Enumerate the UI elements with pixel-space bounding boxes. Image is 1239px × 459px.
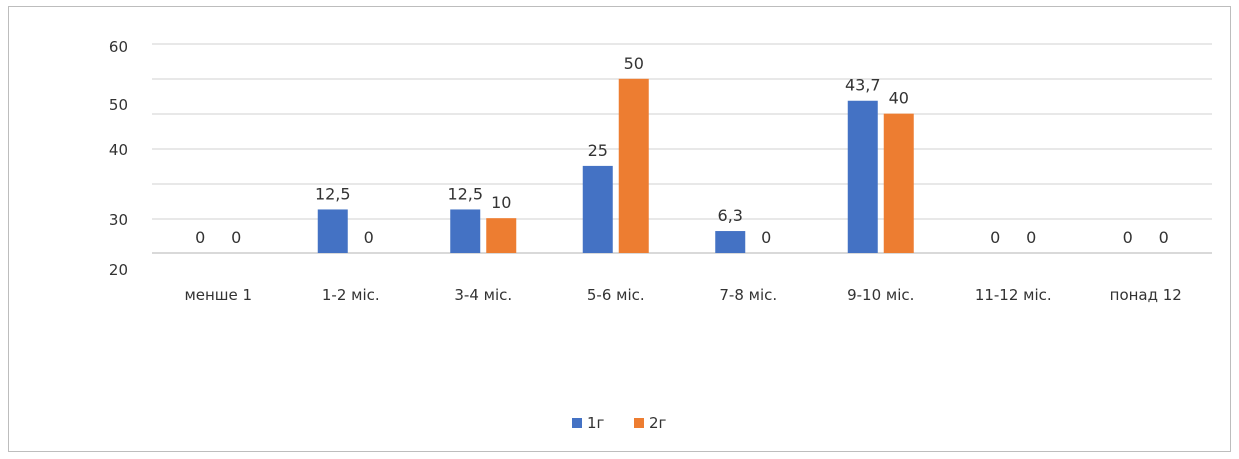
x-category-label: 5-6 міс. xyxy=(587,286,645,304)
data-label: 0 xyxy=(1159,228,1169,247)
x-category-label: 3-4 міс. xyxy=(454,286,512,304)
x-category-label: менше 1 xyxy=(184,286,252,304)
data-label: 0 xyxy=(761,228,771,247)
data-label: 43,7 xyxy=(845,76,881,95)
bar-series-2 xyxy=(618,78,649,253)
bar-series-1 xyxy=(450,209,481,253)
data-label: 0 xyxy=(1026,228,1036,247)
legend: 1г 2г xyxy=(572,414,667,432)
legend-label: 2г xyxy=(649,414,667,432)
data-label: 50 xyxy=(624,54,644,73)
y-tick-label: 50 xyxy=(109,96,128,114)
x-category-label: понад 12 xyxy=(1110,286,1182,304)
data-label: 6,3 xyxy=(718,206,743,225)
x-category-label: 9-10 міс. xyxy=(847,286,914,304)
data-label: 0 xyxy=(990,228,1000,247)
legend-label: 1г xyxy=(587,414,605,432)
y-tick-label: 40 xyxy=(109,141,128,159)
bar-series-2 xyxy=(486,218,517,253)
y-tick-label: 60 xyxy=(109,38,128,56)
legend-swatch xyxy=(634,418,644,428)
x-category-label: 7-8 міс. xyxy=(719,286,777,304)
data-label: 12,5 xyxy=(315,184,351,203)
bar-series-1 xyxy=(715,231,746,253)
legend-swatch xyxy=(572,418,582,428)
x-category-label: 11-12 міс. xyxy=(975,286,1052,304)
bars xyxy=(317,78,914,253)
data-labels: 0 0 12,5 0 12,5 10 25 50 6,3 0 43,7 40 0 0 0 0 xyxy=(195,54,1169,247)
y-axis-ticks: 20 30 40 50 60 xyxy=(109,38,128,279)
y-tick-label: 30 xyxy=(109,211,128,229)
data-label: 0 xyxy=(195,228,205,247)
x-axis-categories: менше 1 1-2 міс. 3-4 міс. 5-6 міс. 7-8 міс. 9… xyxy=(184,286,1181,304)
data-label: 10 xyxy=(491,193,511,212)
data-label: 25 xyxy=(588,141,608,160)
data-label: 0 xyxy=(231,228,241,247)
data-label: 12,5 xyxy=(447,184,483,203)
x-category-label: 1-2 міс. xyxy=(322,286,380,304)
bar-series-1 xyxy=(582,165,613,253)
bar-series-1 xyxy=(317,209,348,253)
y-tick-label: 20 xyxy=(109,261,128,279)
data-label: 40 xyxy=(889,89,909,108)
data-label: 0 xyxy=(364,228,374,247)
bar-series-1 xyxy=(847,100,878,253)
data-label: 0 xyxy=(1123,228,1133,247)
grid-lines xyxy=(152,43,1212,254)
bar-series-2 xyxy=(883,113,914,253)
